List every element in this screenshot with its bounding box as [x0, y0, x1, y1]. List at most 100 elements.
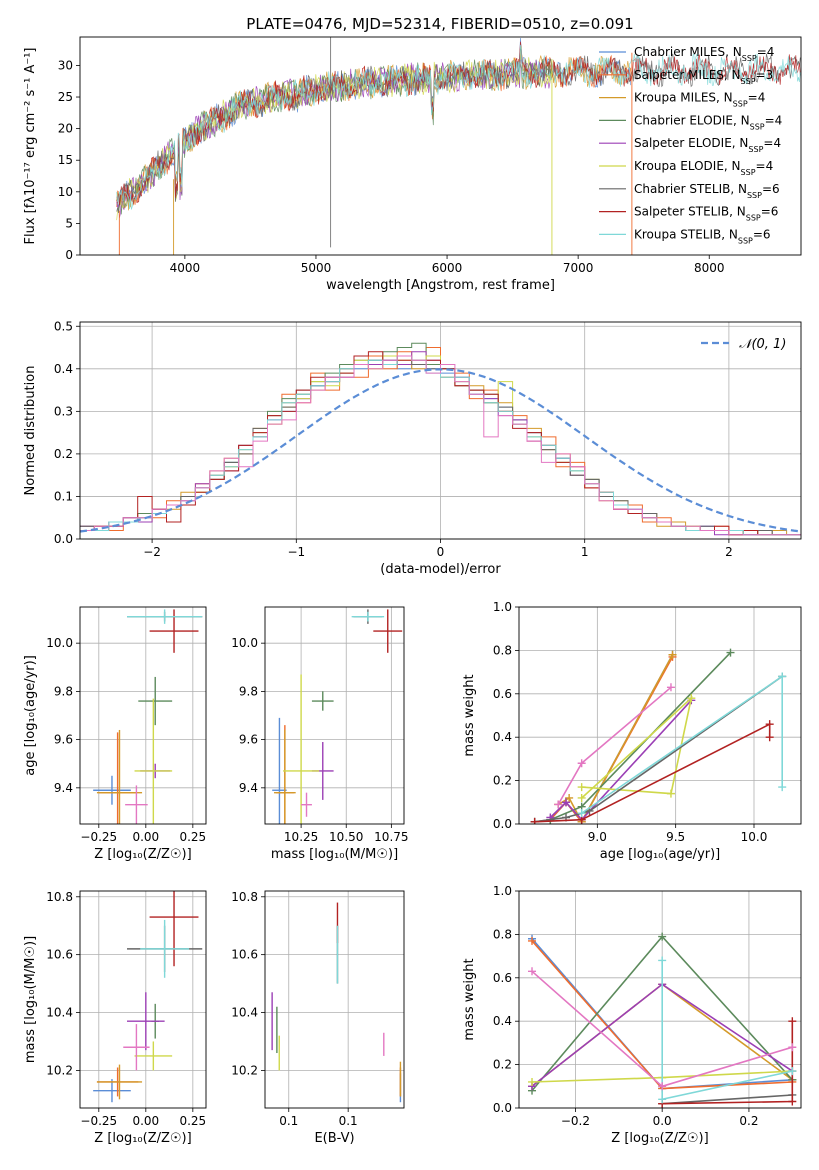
weight-point-marker: [658, 956, 667, 965]
legend-label: Kroupa MILES, NSSP=4: [634, 91, 765, 109]
x-axis-label: Z [log₁₀(Z/Z☉)]: [94, 1131, 191, 1146]
y-tick-label: 10.8: [231, 890, 258, 904]
legend-subscript: SSP: [746, 213, 761, 222]
y-tick-label: 10.6: [231, 948, 258, 962]
legend-value: =3: [756, 68, 774, 82]
weight-point-marker: [666, 789, 675, 798]
weight-point-marker: [788, 1017, 797, 1026]
axes-frame: [79, 36, 802, 256]
x-tick-label: 10.75: [374, 830, 408, 844]
x-tick-label: 1: [581, 545, 589, 559]
x-tick-label: 4000: [170, 261, 201, 275]
weight-point-marker: [577, 809, 586, 818]
x-axis-label: Z [log₁₀(Z/Z☉)]: [611, 1131, 708, 1146]
x-tick-label: −2: [143, 545, 161, 559]
weight-point-marker: [528, 1077, 537, 1086]
y-tick-label: 10: [58, 185, 73, 199]
y-tick-label: 5: [65, 216, 73, 230]
x-tick-label: 2: [725, 545, 733, 559]
x-tick-label: 0.00: [132, 1114, 159, 1128]
weight-point-marker: [528, 967, 537, 976]
y-tick-label: 0.1: [54, 489, 73, 503]
y-tick-label: 0.2: [493, 774, 512, 788]
x-tick-label: 0: [437, 545, 445, 559]
y-tick-label: 10.4: [46, 1006, 73, 1020]
plot-area: [80, 342, 801, 536]
legend-label: Salpeter MILES, NSSP=3: [634, 68, 773, 86]
x-tick-label: 5000: [301, 261, 332, 275]
weight-point-marker: [778, 783, 787, 792]
weight-point-marker: [765, 720, 774, 729]
panel-spectrum: 4000 5000 6000 7000 8000 0 5 10 15 20 25 30 waveleng…: [23, 36, 802, 293]
legend-subscript: SSP: [742, 54, 757, 63]
gaussian-curve: [80, 368, 801, 533]
y-tick-label: 25: [58, 90, 73, 104]
weight-point-marker: [554, 800, 563, 809]
axes-frame: [518, 606, 802, 825]
y-axis-label: Normed distribution: [23, 366, 38, 496]
legend-subscript: SSP: [750, 122, 765, 131]
legend-label: Chabrier MILES, NSSP=4: [634, 45, 774, 63]
y-tick-label: 10.0: [231, 636, 258, 650]
x-tick-label: 10.25: [284, 830, 318, 844]
x-tick-label: 0.1: [339, 1114, 358, 1128]
y-tick-label: 0.0: [493, 817, 512, 831]
y-tick-label: 0.3: [54, 404, 73, 418]
y-axis-label: mass [log₁₀(M/M☉)]: [23, 936, 38, 1063]
weight-point-marker: [658, 932, 667, 941]
y-tick-label: 15: [58, 153, 73, 167]
y-tick-label: 0.0: [54, 532, 73, 546]
legend-value: =4: [763, 136, 781, 150]
x-axis-label: (data-model)/error: [380, 562, 501, 577]
panel-residuals: −2 −1 0 1 2 0.0 0.1 0.2 0.3 0.4 0.5 (data-model)/er…: [23, 319, 802, 577]
legend-label: Kroupa ELODIE, NSSP=4: [634, 159, 773, 177]
y-tick-label: 0.4: [493, 1014, 512, 1028]
x-tick-label: 0.25: [179, 830, 206, 844]
x-axis-label: age [log₁₀(age/yr)]: [600, 847, 721, 862]
weight-series-line: [662, 1021, 794, 1105]
weight-point-marker: [778, 672, 787, 681]
x-axis-label: Z [log₁₀(Z/Z☉)]: [94, 847, 191, 862]
y-tick-label: 9.4: [239, 781, 258, 795]
y-tick-label: 0.2: [493, 1058, 512, 1072]
y-tick-label: 1.0: [493, 884, 512, 898]
weight-point-marker: [658, 1082, 667, 1091]
y-tick-label: 0.8: [493, 643, 512, 657]
y-tick-label: 10.4: [231, 1006, 258, 1020]
weight-point-marker: [658, 1095, 667, 1104]
figure-title: PLATE=0476, MJD=52314, FIBERID=0510, z=0…: [246, 15, 633, 33]
y-axis-label: mass weight: [462, 674, 477, 756]
weight-series-line: [534, 675, 783, 823]
x-axis-label: mass [log₁₀(M/M☉)]: [271, 847, 398, 862]
x-tick-label: −0.25: [80, 1114, 117, 1128]
panel-age-vs-Z: −0.25 0.00 0.25 9.4 9.6 9.8 10.0 Z [log₁₀(Z/Z☉)…: [23, 606, 207, 862]
weight-series-line: [662, 1094, 793, 1105]
weight-series-line: [557, 686, 672, 805]
x-tick-label: −1: [287, 545, 305, 559]
weight-point-marker: [668, 650, 677, 659]
legend-subscript: SSP: [747, 190, 762, 199]
legend-value: =4: [756, 159, 774, 173]
weight-point-marker: [666, 683, 675, 692]
plot-area: [272, 609, 403, 824]
axes-frame: [518, 890, 802, 1109]
weight-point-marker: [788, 1067, 797, 1076]
x-tick-label: −0.2: [561, 1114, 590, 1128]
legend-value: =4: [748, 91, 766, 105]
weight-point-marker: [788, 1043, 797, 1052]
plot-area: [271, 902, 402, 1103]
panel-mass-vs-EBV: 0.1 0.1 10.2 10.4 10.6 10.8 E(B-V): [231, 890, 405, 1146]
y-axis-label: age [log₁₀(age/yr)]: [23, 655, 38, 776]
axes-frame: [79, 321, 802, 540]
plot-area: [530, 648, 787, 824]
y-tick-label: 0.4: [54, 362, 73, 376]
legend-label: 𝒩(0, 1): [739, 337, 786, 352]
x-tick-label: 9.5: [666, 830, 685, 844]
panel-weight-vs-age: 9.0 9.5 10.0 0.0 0.2 0.4 0.6 0.8 1.0 age [log₁₀(a…: [462, 600, 802, 862]
y-tick-label: 1.0: [493, 600, 512, 614]
legend-value: =4: [765, 113, 783, 127]
y-tick-label: 10.8: [46, 890, 73, 904]
y-tick-label: 0.5: [54, 319, 73, 333]
spectrum-series-line: [116, 46, 553, 221]
